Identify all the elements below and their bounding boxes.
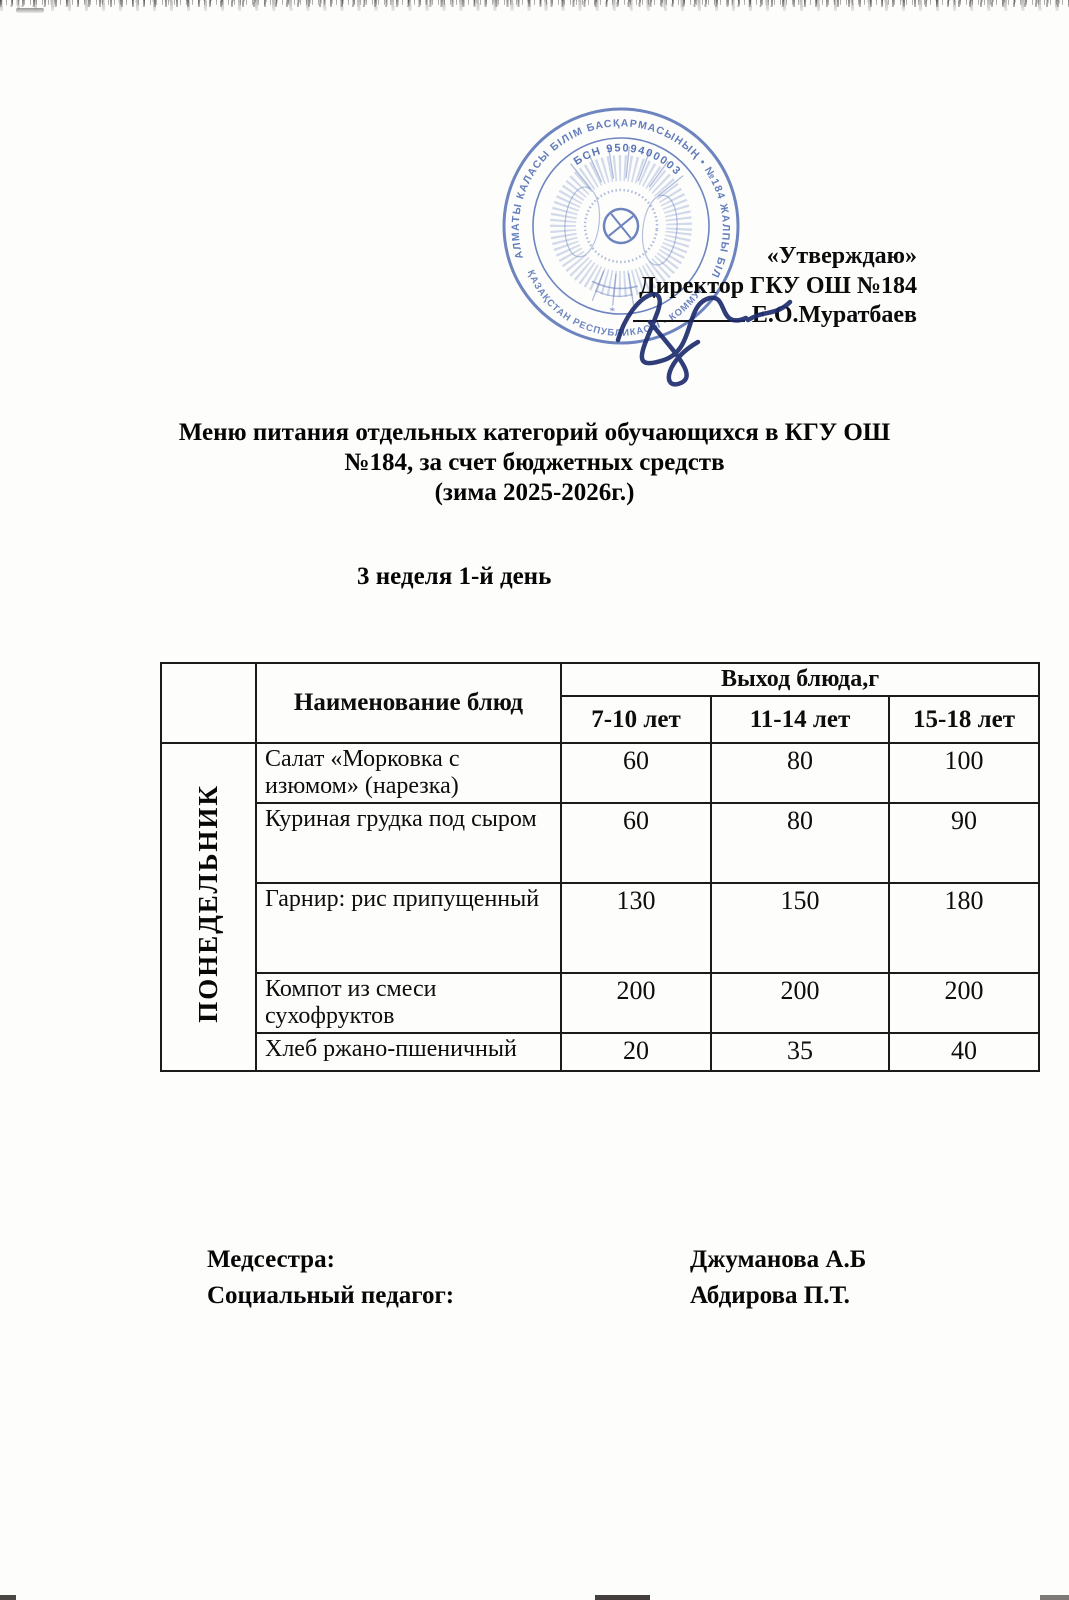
- title-line-1: Меню питания отдельных категорий обучающ…: [178, 419, 891, 446]
- value-cell: 180: [887, 882, 1041, 974]
- approval-name-line: Е.О.Муратбаев: [632, 301, 917, 331]
- value-cell: 200: [710, 972, 890, 1034]
- output-group-header: Выход блюда,г: [559, 662, 1041, 697]
- signature-underline: [632, 301, 745, 322]
- school-stamp: АЛМАТЫ КАЛАСЫ БІЛІМ БАСҚАРМАСЫНЫҢ • №184…: [498, 102, 744, 348]
- table-row: Компот из смеси сухофруктов 200 200 200: [161, 972, 1041, 1034]
- title-line-3: (зима 2025-2026г.): [434, 479, 635, 506]
- approval-director-line: Директор ГКУ ОШ №184: [639, 272, 917, 299]
- approval-quote: «Утверждаю»: [766, 243, 917, 269]
- approval-block: «Утверждаю» Директор ГКУ ОШ №184 Е.О.Мур…: [632, 242, 917, 331]
- week-day-label: 3 неделя 1-й день: [357, 563, 552, 590]
- table-row: ПОНЕДЕЛЬНИК Салат «Морковка с изюмом» (н…: [160, 742, 1041, 1072]
- menu-table: Наименование блюд Выход блюда,г 7-10 лет…: [160, 662, 1041, 1072]
- table-row: Гарнир: рис припущенный 130 150 180: [161, 882, 1041, 974]
- dish-cell: Салат «Морковка с изюмом» (нарезка): [255, 742, 562, 804]
- approval-director-name: Е.О.Муратбаев: [751, 302, 917, 328]
- day-header-cell: [160, 662, 257, 744]
- title-line-2: №184, за счет бюджетных средств: [344, 449, 725, 476]
- value-cell: 60: [560, 802, 712, 884]
- value-cell: 80: [710, 802, 890, 884]
- dish-name-header: Наименование блюд: [255, 662, 562, 744]
- value-cell: 200: [560, 972, 712, 1034]
- value-cell: 90: [887, 802, 1041, 884]
- signatory-role: Социальный педагог:: [207, 1282, 455, 1309]
- value-cell: 150: [710, 882, 890, 974]
- stamp-star-icon: *: [609, 305, 616, 318]
- signatory-role: Медсестра:: [207, 1246, 335, 1273]
- signatories-block: Медсестра: Джуманова А.Б Социальный педа…: [207, 1243, 866, 1312]
- signatory-name: Абдирова П.Т.: [690, 1282, 850, 1309]
- table-row: Куриная грудка под сыром 60 80 90: [161, 802, 1041, 884]
- age-column-header: 11-14 лет: [710, 695, 890, 744]
- stamp-inner-ring: [532, 137, 710, 315]
- dish-cell: Хлеб ржано-пшеничный: [255, 1032, 562, 1072]
- stamp-emblem: [502, 107, 740, 345]
- value-cell: 200: [887, 972, 1041, 1034]
- dish-cell: Гарнир: рис припущенный: [255, 882, 562, 974]
- dish-cell: Куриная грудка под сыром: [255, 802, 562, 884]
- scan-artifact-top: [0, 0, 1069, 14]
- value-cell: 80: [710, 742, 890, 804]
- value-cell: 60: [560, 742, 712, 804]
- value-cell: 40: [887, 1032, 1041, 1072]
- day-name-cell: ПОНЕДЕЛЬНИК: [160, 742, 257, 1072]
- director-signature: [615, 292, 793, 387]
- table-row: Хлеб ржано-пшеничный 20 35 40: [161, 1032, 1041, 1072]
- age-column-header: 7-10 лет: [560, 695, 712, 744]
- stamp-outer-ring: [502, 107, 740, 345]
- scan-artifact-bottom: [0, 1595, 1069, 1600]
- value-cell: 20: [560, 1032, 712, 1072]
- day-name-label: ПОНЕДЕЛЬНИК: [193, 784, 223, 1023]
- age-column-header: 15-18 лет: [887, 695, 1041, 744]
- document-title: Меню питания отдельных категорий обучающ…: [0, 418, 1069, 508]
- signatory-name: Джуманова А.Б: [690, 1246, 867, 1273]
- dish-cell: Компот из смеси сухофруктов: [255, 972, 562, 1034]
- value-cell: 130: [560, 882, 712, 974]
- value-cell: 35: [710, 1032, 890, 1072]
- value-cell: 100: [887, 742, 1041, 804]
